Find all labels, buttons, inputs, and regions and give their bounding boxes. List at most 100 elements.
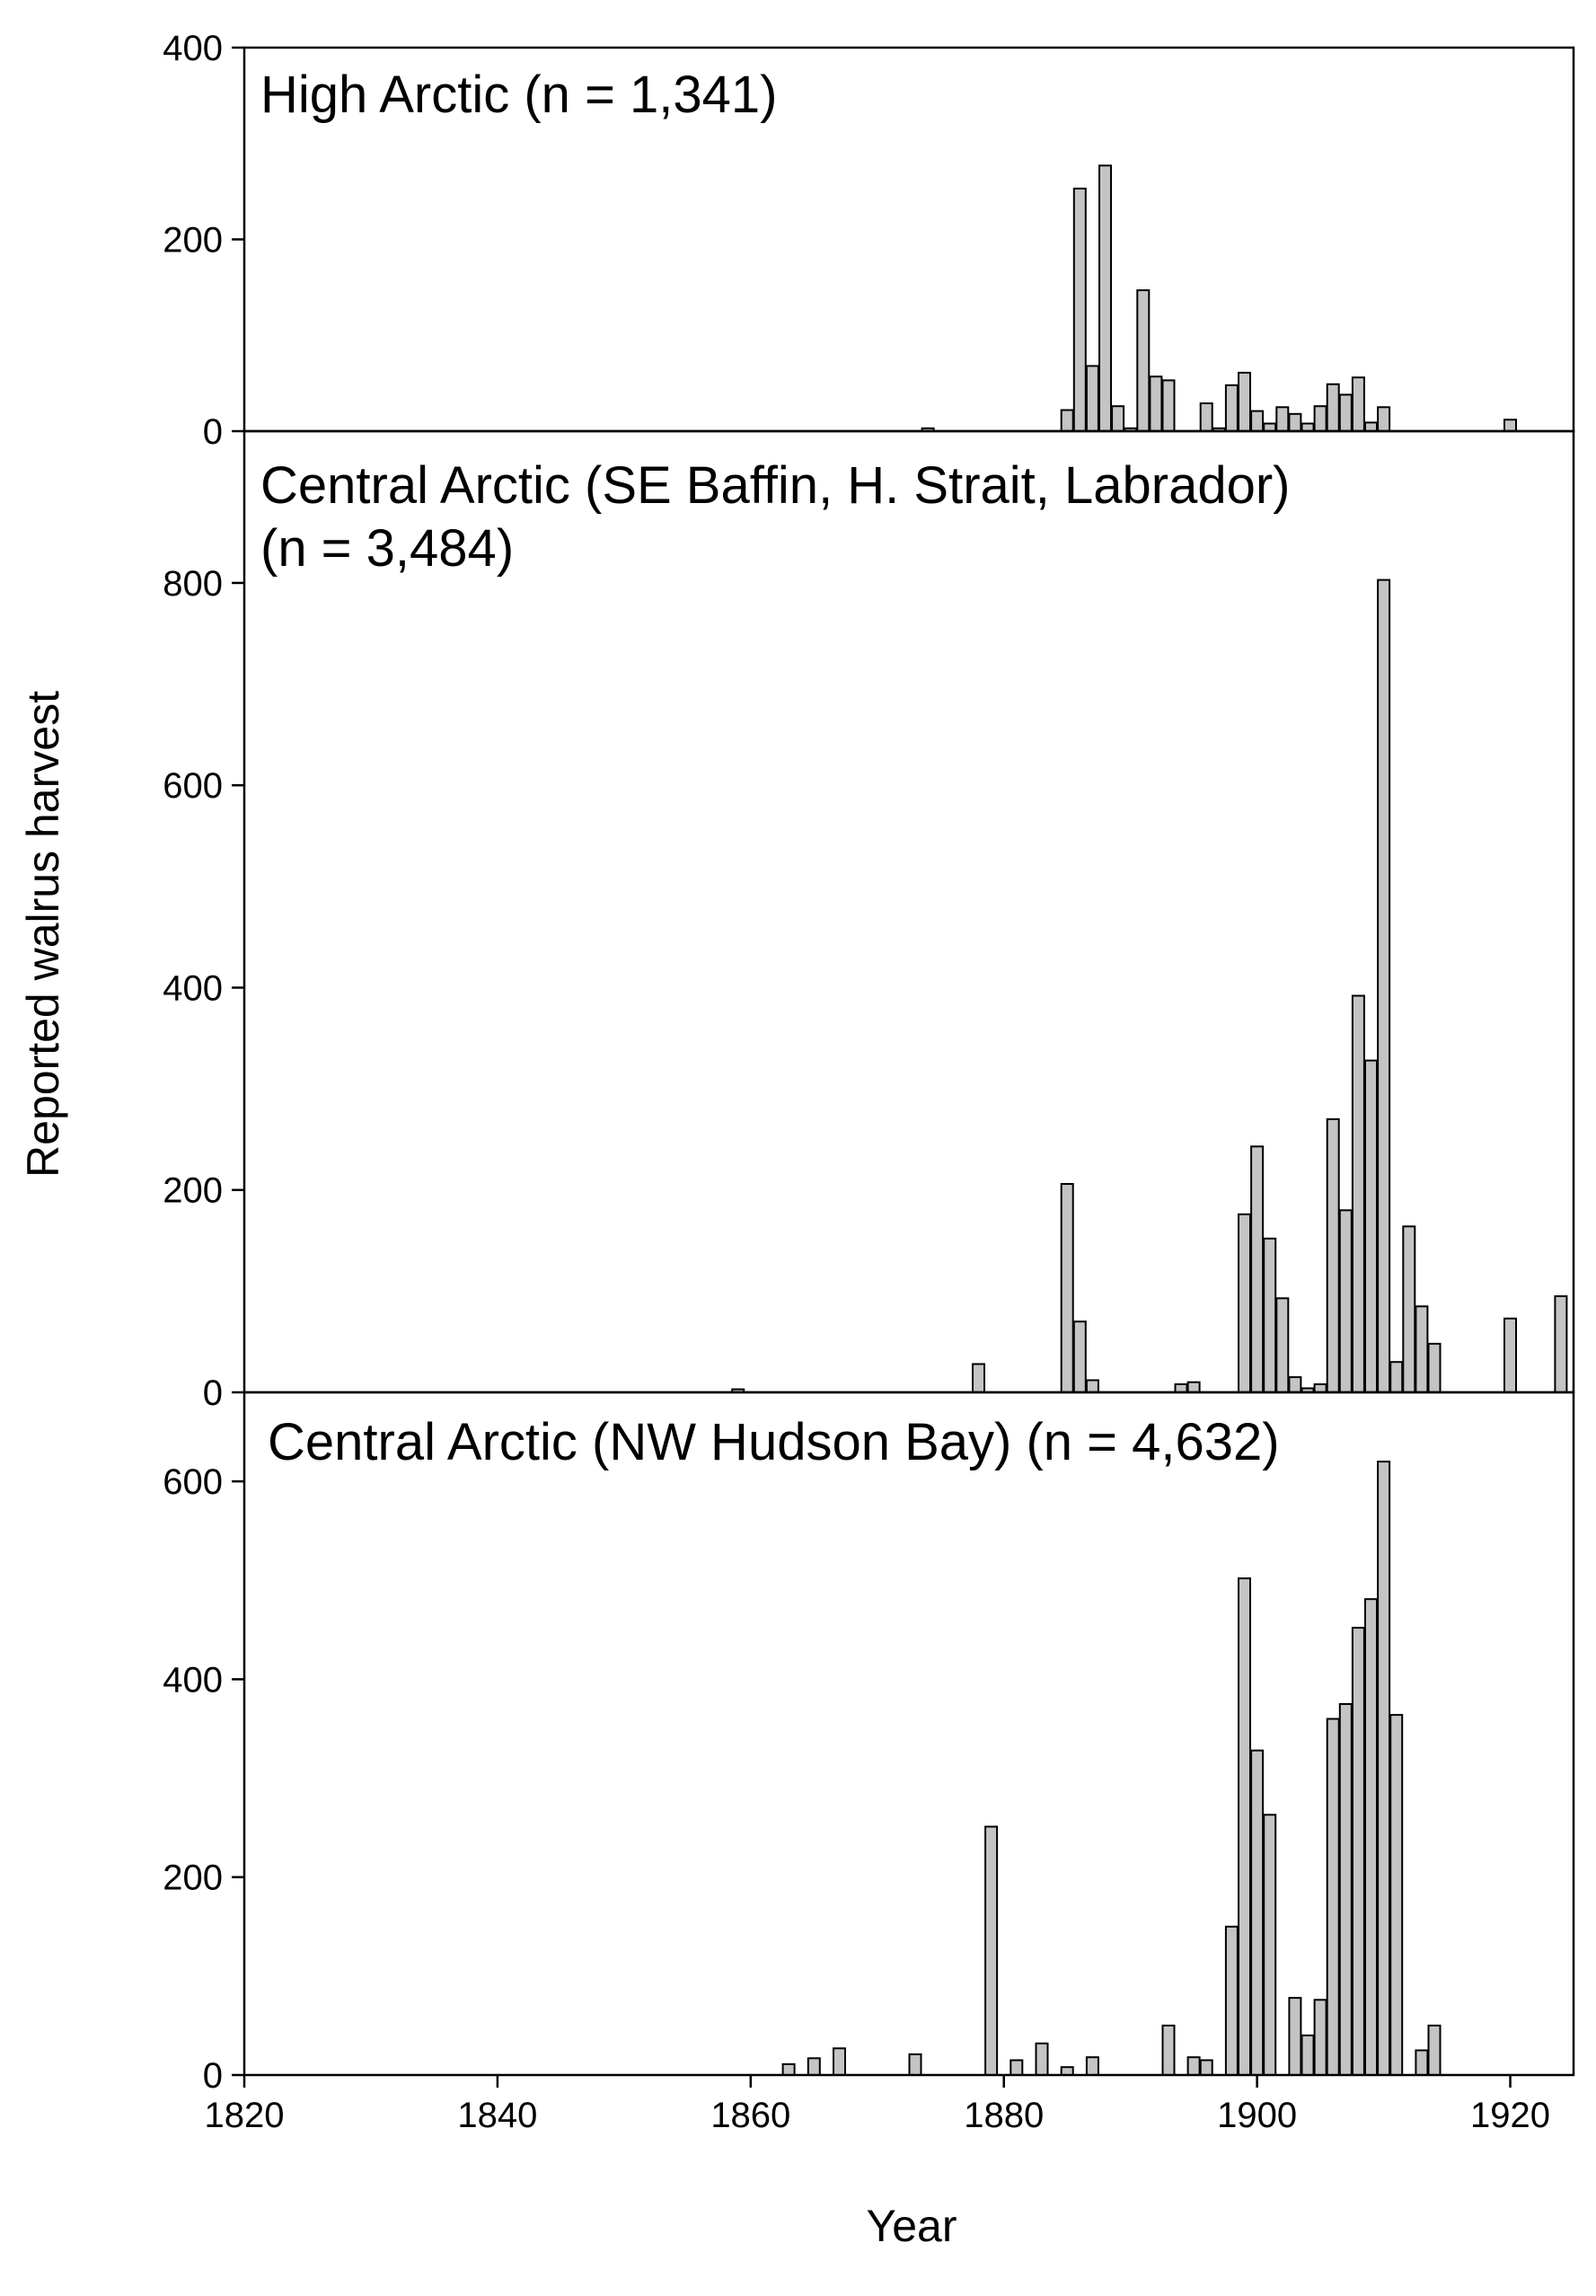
y-tick-label-200: 200	[163, 1171, 223, 1211]
y-tick-label-600: 600	[163, 1462, 223, 1502]
bar-1863	[781, 2062, 796, 2076]
panel-title: Central Arctic (SE Baffin, H. Strait, La…	[260, 456, 1291, 515]
panel-frame	[242, 1391, 1575, 2077]
bar-1909	[1364, 421, 1378, 432]
y-tick-label-400: 400	[163, 968, 223, 1008]
bar-1924	[1554, 1295, 1568, 1393]
panel-title: (n = 3,484)	[260, 519, 514, 578]
bar-1899	[1238, 1213, 1251, 1394]
bar-1914	[1427, 1342, 1442, 1394]
bar-1901	[1263, 1237, 1277, 1394]
bar-1896	[1199, 402, 1213, 432]
y-axis-title: Reported walrus harvest	[18, 691, 68, 1178]
bar-1885	[1060, 1183, 1074, 1393]
bar-1910	[1377, 406, 1391, 432]
bar-1901	[1263, 1814, 1277, 2077]
bar-1900	[1250, 1145, 1265, 1394]
bar-1904	[1301, 422, 1315, 432]
bar-1903	[1288, 1376, 1302, 1393]
bar-1895	[1186, 2056, 1201, 2076]
bar-1891	[1136, 289, 1151, 432]
bar-1908	[1351, 994, 1365, 1393]
bar-1910	[1377, 578, 1391, 1393]
x-tick-label-1820: 1820	[205, 2096, 285, 2135]
bar-1886	[1072, 1320, 1087, 1393]
panels-group: 0 200 400 High Arctic (n = 1,341) 0 200 400 600…	[163, 29, 1575, 2096]
panel-3: 0 200 400 600 Central Arctic (NW Hudson Bay)…	[163, 1391, 1575, 2096]
bar-1905	[1313, 1999, 1327, 2077]
y-tick-label-0: 0	[203, 1373, 223, 1413]
x-axis-title: Year	[866, 2201, 957, 2251]
bar-1879	[984, 1825, 999, 2076]
bar-1906	[1326, 1718, 1340, 2076]
panel-2: 0 200 400 600 800 Central Arctic (SE Baffin, …	[163, 429, 1575, 1413]
panel-title: High Arctic (n = 1,341)	[260, 66, 777, 124]
bar-1901	[1263, 422, 1277, 432]
bar-1893	[1161, 379, 1176, 432]
bar-1913	[1415, 2049, 1429, 2076]
bar-1906	[1326, 1117, 1340, 1394]
bar-1920	[1503, 419, 1517, 433]
bar-1908	[1351, 376, 1365, 433]
bar-1881	[1010, 2059, 1024, 2076]
x-tick-label-1900: 1900	[1217, 2096, 1297, 2135]
bar-1899	[1238, 371, 1251, 432]
bar-1910	[1377, 1461, 1391, 2076]
y-tick-label-200: 200	[163, 221, 223, 261]
x-tick-label-1920: 1920	[1470, 2096, 1550, 2135]
bar-1883	[1035, 2042, 1049, 2077]
panel-title: Central Arctic (NW Hudson Bay) (n = 4,63…	[268, 1413, 1280, 1471]
bar-1902	[1275, 406, 1290, 432]
bar-1911	[1389, 1361, 1404, 1393]
bar-1914	[1427, 2024, 1442, 2076]
bar-1911	[1389, 1714, 1404, 2076]
bar-1904	[1301, 2034, 1315, 2076]
panel-1: 0 200 400 High Arctic (n = 1,341)	[163, 29, 1575, 452]
x-tick-label-1880: 1880	[964, 2096, 1044, 2135]
bar-1907	[1338, 1209, 1353, 1394]
bar-1905	[1313, 405, 1327, 433]
bar-1887	[1085, 365, 1099, 432]
y-tick-label-200: 200	[163, 1859, 223, 1898]
bar-1907	[1338, 1703, 1353, 2076]
y-tick-label-600: 600	[163, 766, 223, 806]
bar-1905	[1313, 1383, 1327, 1393]
bar-1896	[1199, 2059, 1213, 2076]
bar-1900	[1250, 410, 1265, 433]
y-tick-label-400: 400	[163, 29, 223, 68]
bar-1885	[1060, 409, 1074, 432]
bar-1902	[1275, 1297, 1290, 1394]
bar-1913	[1415, 1305, 1429, 1394]
bar-1888	[1098, 164, 1112, 433]
bar-1889	[1111, 405, 1125, 433]
y-tick-label-400: 400	[163, 1660, 223, 1700]
bar-1867	[833, 2047, 846, 2077]
bar-1912	[1402, 1225, 1416, 1394]
x-tick-label-1860: 1860	[710, 2096, 790, 2135]
y-tick-label-800: 800	[163, 564, 223, 604]
bar-1909	[1364, 1059, 1378, 1393]
bar-1908	[1351, 1627, 1365, 2076]
bar-1909	[1364, 1598, 1378, 2076]
bar-1886	[1072, 187, 1087, 432]
x-tick-label-1840: 1840	[457, 2096, 537, 2135]
bar-1892	[1149, 375, 1163, 433]
bar-1899	[1238, 1577, 1251, 2076]
bar-1873	[908, 2053, 922, 2076]
bar-1895	[1186, 1381, 1201, 1393]
bar-1903	[1288, 412, 1302, 432]
bar-1887	[1085, 2056, 1099, 2076]
y-tick-label-0: 0	[203, 412, 223, 452]
bar-1885	[1060, 2066, 1074, 2076]
bar-1894	[1174, 1383, 1188, 1393]
bar-1900	[1250, 1749, 1265, 2076]
bar-1893	[1161, 2024, 1176, 2076]
bar-1920	[1503, 1317, 1517, 1394]
bar-1887	[1085, 1379, 1099, 1393]
bar-1898	[1224, 384, 1239, 432]
bar-1898	[1224, 1925, 1239, 2077]
bar-1907	[1338, 393, 1353, 432]
bar-1865	[807, 2057, 821, 2077]
bar-1878	[972, 1363, 985, 1393]
